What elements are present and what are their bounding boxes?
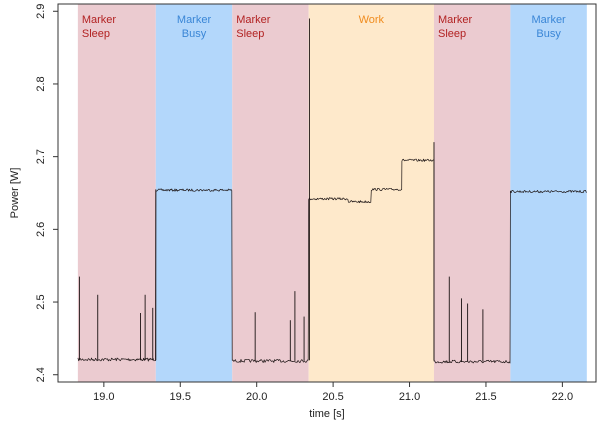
power-trace (77, 18, 587, 364)
region-label-line2: Sleep (438, 28, 466, 40)
region-label-line1: Marker (532, 14, 567, 26)
region-labels: Marker Sleep Marker Busy Marker Sleep Work Mark… (82, 14, 566, 40)
region-label-line2: Busy (182, 28, 207, 40)
x-tick-label: 22.0 (552, 391, 573, 403)
x-axis-title: time [s] (309, 408, 344, 420)
x-tick-label: 19.5 (170, 391, 191, 403)
region-busy-band (155, 4, 233, 382)
region-label-line1: Marker (438, 14, 473, 26)
y-tick-label: 2.7 (35, 149, 47, 164)
region-sleep-band (77, 4, 156, 382)
marker-regions (77, 4, 587, 382)
y-tick-label: 2.9 (35, 4, 47, 19)
region-busy-band (510, 4, 587, 382)
plot-frame (57, 3, 597, 383)
power-line (77, 158, 587, 364)
y-axis-title: Power [W] (9, 168, 21, 219)
region-sleep-band (232, 4, 309, 382)
x-tick-label: 20.5 (322, 391, 343, 403)
y-tick-label: 2.8 (35, 76, 47, 91)
x-tick-label: 19.0 (93, 391, 114, 403)
region-sleep-band (433, 4, 511, 382)
region-label-line2: Sleep (236, 28, 264, 40)
x-axis: 19.0 19.5 20.0 20.5 21.0 21.5 22.0 (93, 382, 573, 403)
region-label-line1: Marker (236, 14, 271, 26)
y-tick-label: 2.4 (35, 367, 47, 382)
region-label-line1: Work (359, 14, 385, 26)
region-label-line2: Sleep (82, 28, 110, 40)
y-tick-label: 2.5 (35, 294, 47, 309)
x-tick-label: 21.5 (475, 391, 496, 403)
y-axis: 2.4 2.5 2.6 2.7 2.8 2.9 (35, 4, 58, 382)
region-label-line1: Marker (82, 14, 117, 26)
x-tick-label: 20.0 (246, 391, 267, 403)
x-tick-label: 21.0 (399, 391, 420, 403)
y-tick-label: 2.6 (35, 222, 47, 237)
region-label-line1: Marker (177, 14, 212, 26)
region-label-line2: Busy (536, 28, 561, 40)
